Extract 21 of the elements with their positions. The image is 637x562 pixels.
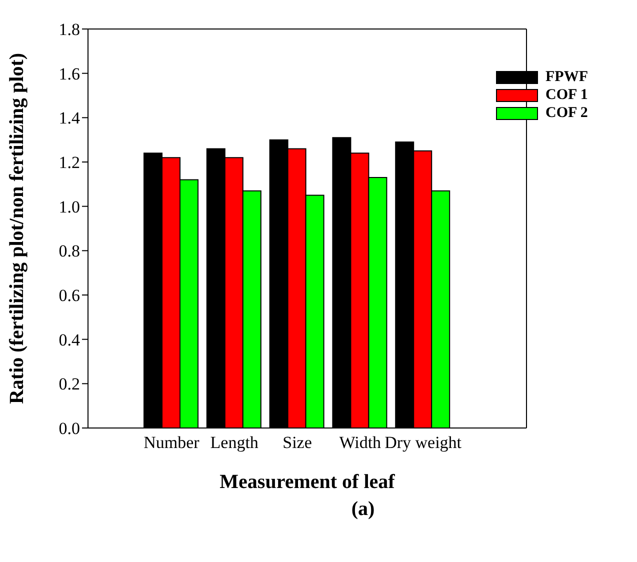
y-tick-label: 1.8: [58, 20, 80, 40]
y-tick-label: 1.2: [58, 153, 80, 172]
legend-label: FPWF: [546, 68, 588, 86]
legend-label: COF 1: [546, 86, 588, 104]
x-tick-label: Length: [210, 433, 259, 452]
x-tick-label: Width: [339, 433, 382, 452]
x-tick-label: Size: [282, 433, 312, 452]
y-tick-label: 1.0: [58, 197, 80, 216]
y-axis-title: Ratio (fertilizing plot/non fertilizing plot): [6, 52, 28, 404]
y-tick-label: 0.2: [58, 374, 80, 394]
y-tick-label: 1.6: [58, 64, 80, 84]
y-tick-label: 0.0: [58, 419, 80, 438]
x-axis-title: Measurement of leaf: [220, 471, 396, 493]
legend-label: COF 2: [546, 104, 588, 122]
y-tick-label: 0.4: [58, 330, 80, 350]
x-tick-label: Number: [144, 433, 200, 452]
y-tick-label: 1.4: [58, 108, 80, 128]
x-tick-label: Dry weight: [384, 433, 462, 452]
text: (a): [350, 498, 376, 521]
y-tick-label: 0.6: [58, 286, 80, 306]
y-tick-label: 0.8: [58, 242, 80, 261]
